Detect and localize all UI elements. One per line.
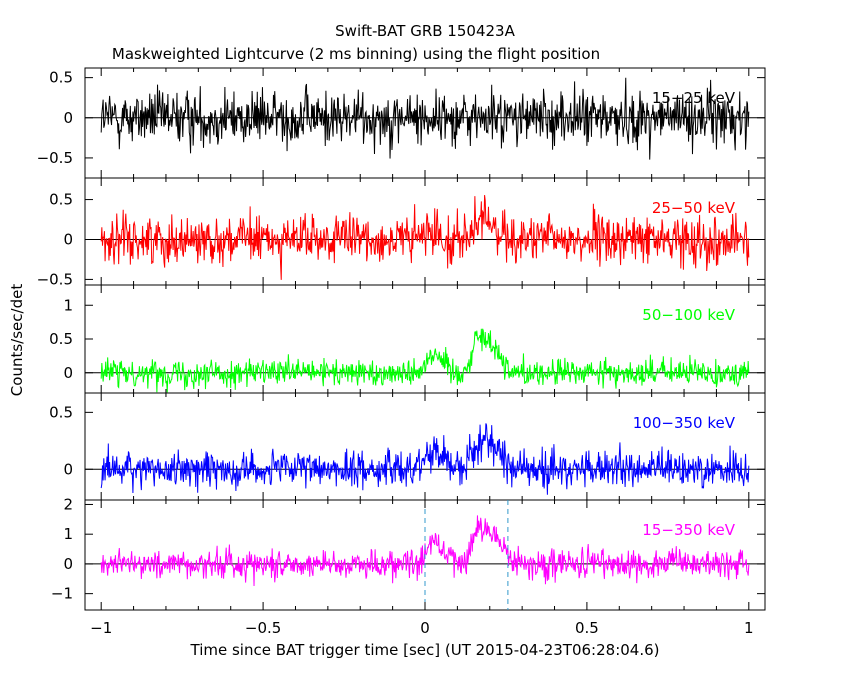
band-label: 25−50 keV — [652, 199, 736, 217]
y-tick-label: 1 — [63, 296, 73, 314]
panel-4: 0 0.5 100−350 keV — [49, 392, 766, 501]
band-label: 15−25 keV — [652, 89, 736, 107]
y-tick-label: −1 — [51, 585, 73, 603]
band-label: 100−350 keV — [633, 414, 736, 432]
panel-1: −0.5 0 0.5 15−25 keV — [37, 67, 766, 179]
chart-subtitle: Maskweighted Lightcurve (2 ms binning) u… — [112, 45, 600, 63]
y-tick-label: −0.5 — [37, 270, 73, 288]
y-tick-label: 0 — [63, 109, 73, 127]
y-tick-label: −0.5 — [37, 149, 73, 167]
x-tick-label: −1 — [90, 619, 112, 637]
band-label: 50−100 keV — [642, 306, 735, 324]
y-axis-label: Counts/sec/det — [8, 284, 26, 397]
y-tick-label: 0.5 — [49, 330, 73, 348]
x-axis-label: Time since BAT trigger time [sec] (UT 20… — [190, 641, 660, 659]
x-tick-label: 1 — [744, 619, 754, 637]
chart-title: Swift-BAT GRB 150423A — [335, 22, 515, 40]
panel-2: −0.5 0 0.5 25−50 keV — [37, 177, 766, 288]
panel-frame — [84, 284, 766, 394]
y-tick-label: 0.5 — [49, 403, 73, 421]
y-tick-label: 0.5 — [49, 191, 73, 209]
panel-5: −1 0 1 2 15−350 keV — [51, 495, 766, 611]
x-tick-label: 0.5 — [575, 619, 599, 637]
panels-group: −0.500.515−25 keV−0.500.5 25−50 keV00.515… — [37, 67, 766, 637]
panel-3: 0 0.5 1 50−100 keV — [49, 284, 766, 394]
y-tick-label: 0 — [63, 230, 73, 248]
y-tick-label: 0 — [63, 364, 73, 382]
y-tick-label: 0 — [63, 555, 73, 573]
lightcurve-line — [100, 328, 750, 393]
lightcurve-line — [100, 423, 750, 495]
y-tick-label: 1 — [63, 525, 73, 543]
panel-frame — [84, 392, 766, 501]
x-tick-label: 0 — [420, 619, 430, 637]
y-tick-label: 0 — [63, 460, 73, 478]
lightcurve-line — [100, 515, 750, 587]
lightcurve-line — [100, 77, 750, 160]
lightcurve-line — [100, 195, 750, 280]
y-tick-label: 2 — [63, 495, 73, 513]
band-label: 15−350 keV — [642, 521, 735, 539]
x-tick-label: −0.5 — [245, 619, 281, 637]
y-tick-label: 0.5 — [49, 69, 73, 87]
